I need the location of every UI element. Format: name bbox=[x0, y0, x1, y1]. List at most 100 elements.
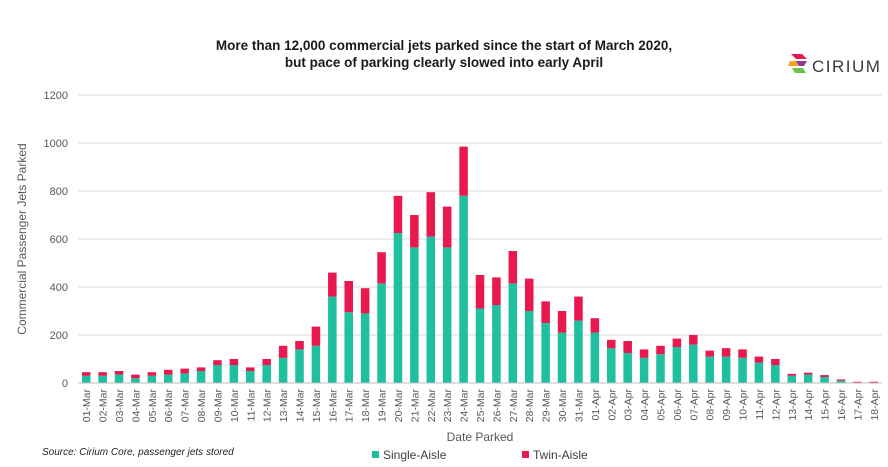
bar-segment-twin-aisle bbox=[262, 359, 271, 365]
bar-segment-single-aisle bbox=[836, 380, 846, 383]
x-tick-label: 26-Mar bbox=[491, 389, 503, 423]
bar-segment-twin-aisle bbox=[410, 215, 419, 248]
x-tick-label: 13-Apr bbox=[787, 388, 799, 420]
y-tick-label: 1000 bbox=[44, 138, 68, 150]
x-tick-label: 06-Mar bbox=[163, 389, 175, 423]
bar-segment-twin-aisle bbox=[590, 318, 600, 333]
bar-segment-single-aisle bbox=[81, 375, 91, 383]
bar-segment-single-aisle bbox=[328, 296, 337, 383]
bar-segment-twin-aisle bbox=[442, 206, 452, 248]
y-tick-label: 200 bbox=[50, 330, 68, 342]
x-tick-label: 13-Mar bbox=[278, 389, 290, 423]
y-tick-label: 400 bbox=[50, 282, 68, 294]
x-tick-label: 08-Mar bbox=[196, 389, 208, 423]
bar-segment-single-aisle bbox=[492, 305, 501, 383]
legend-swatch-single-aisle bbox=[372, 451, 379, 459]
bar-segment-single-aisle bbox=[689, 344, 698, 383]
x-tick-label: 29-Mar bbox=[541, 389, 553, 423]
bar-segment-single-aisle bbox=[475, 308, 485, 383]
bar-segment-twin-aisle bbox=[229, 359, 239, 365]
bar-segment-single-aisle bbox=[787, 375, 797, 383]
x-tick-label: 22-Mar bbox=[426, 389, 438, 423]
x-tick-label: 10-Apr bbox=[738, 388, 750, 420]
bar-segment-single-aisle bbox=[393, 233, 403, 383]
legend-item-single-aisle: Single-Aisle bbox=[372, 448, 446, 462]
bar-segment-twin-aisle bbox=[689, 335, 698, 345]
bar-segment-single-aisle bbox=[262, 365, 271, 383]
y-tick-label: 800 bbox=[50, 186, 68, 198]
bar-segment-single-aisle bbox=[295, 349, 304, 383]
x-tick-label: 25-Mar bbox=[475, 389, 487, 423]
bar-segment-twin-aisle bbox=[311, 326, 321, 346]
x-tick-label: 06-Apr bbox=[672, 388, 684, 420]
bar-segment-twin-aisle bbox=[459, 146, 468, 196]
bar-segment-single-aisle bbox=[606, 348, 616, 383]
cirium-logo-icon bbox=[788, 54, 807, 73]
bar-segment-single-aisle bbox=[557, 332, 567, 383]
x-tick-label: 12-Apr bbox=[770, 388, 782, 420]
bar-segment-twin-aisle bbox=[721, 348, 731, 357]
bar-segment-twin-aisle bbox=[360, 288, 370, 314]
bar-segment-twin-aisle bbox=[328, 272, 337, 297]
bar-segment-twin-aisle bbox=[278, 345, 288, 358]
x-tick-label: 10-Mar bbox=[229, 389, 241, 423]
x-tick-label: 15-Apr bbox=[820, 388, 832, 420]
bar-segment-twin-aisle bbox=[557, 311, 567, 333]
bar-segment-twin-aisle bbox=[639, 349, 649, 358]
bar-segment-twin-aisle bbox=[836, 379, 846, 381]
bar-segment-single-aisle bbox=[196, 371, 206, 383]
x-tick-label: 07-Mar bbox=[180, 389, 192, 423]
x-tick-label: 23-Mar bbox=[442, 389, 454, 423]
bar-segment-single-aisle bbox=[590, 332, 600, 383]
bar-segment-single-aisle bbox=[574, 320, 583, 383]
source-note: Source: Cirium Core, passenger jets stor… bbox=[42, 447, 234, 458]
bar-segment-single-aisle bbox=[163, 374, 173, 383]
bar-segment-twin-aisle bbox=[344, 281, 354, 313]
x-tick-label: 11-Mar bbox=[245, 389, 257, 422]
bar-segment-twin-aisle bbox=[820, 375, 829, 377]
bar-segment-single-aisle bbox=[754, 362, 764, 383]
bar-segment-twin-aisle bbox=[672, 338, 682, 347]
bar-segment-single-aisle bbox=[623, 353, 632, 383]
chart-title: More than 12,000 commercial jets parked … bbox=[0, 37, 888, 71]
bar-segment-twin-aisle bbox=[475, 275, 485, 309]
bar-segment-single-aisle bbox=[147, 375, 157, 383]
bar-segment-single-aisle bbox=[656, 354, 665, 383]
bar-segment-single-aisle bbox=[278, 357, 288, 383]
bar-segment-twin-aisle bbox=[623, 341, 632, 353]
bar-segment-single-aisle bbox=[721, 356, 731, 383]
bar-segment-single-aisle bbox=[803, 374, 813, 383]
bar-segment-twin-aisle bbox=[754, 356, 764, 363]
x-tick-label: 09-Mar bbox=[212, 389, 224, 423]
bar-segment-single-aisle bbox=[508, 283, 518, 383]
bar-segment-single-aisle bbox=[246, 371, 255, 383]
x-tick-label: 30-Mar bbox=[557, 389, 569, 423]
bar-segment-single-aisle bbox=[180, 373, 189, 383]
bar-segment-twin-aisle bbox=[803, 372, 813, 375]
legend-label-twin-aisle: Twin-Aisle bbox=[533, 448, 588, 462]
bar-segment-twin-aisle bbox=[524, 278, 534, 311]
bar-segment-twin-aisle bbox=[377, 252, 386, 284]
x-tick-label: 04-Mar bbox=[130, 389, 142, 423]
bar-segment-single-aisle bbox=[344, 312, 354, 383]
bar-segment-twin-aisle bbox=[574, 296, 583, 321]
bar-segment-single-aisle bbox=[114, 374, 124, 383]
chart-title-line-2: but pace of parking clearly slowed into … bbox=[284, 55, 604, 70]
x-tick-label: 17-Apr bbox=[852, 388, 864, 420]
bar-segment-twin-aisle bbox=[131, 374, 140, 379]
bar-segment-single-aisle bbox=[705, 356, 714, 383]
bar-segment-single-aisle bbox=[639, 357, 649, 383]
bar-segment-twin-aisle bbox=[81, 372, 91, 376]
x-tick-label: 09-Apr bbox=[721, 388, 733, 420]
bar-segment-twin-aisle bbox=[705, 350, 714, 357]
chart-title-line-1: More than 12,000 commercial jets parked … bbox=[215, 38, 673, 53]
x-tick-label: 16-Mar bbox=[327, 389, 339, 423]
x-tick-label: 28-Mar bbox=[524, 389, 536, 423]
bar-segment-twin-aisle bbox=[98, 372, 107, 376]
x-tick-label: 27-Mar bbox=[508, 389, 520, 423]
x-tick-label: 04-Apr bbox=[639, 388, 651, 420]
bar-segment-twin-aisle bbox=[196, 367, 206, 371]
bar-segment-single-aisle bbox=[541, 323, 550, 383]
bar-segment-twin-aisle bbox=[393, 195, 403, 233]
